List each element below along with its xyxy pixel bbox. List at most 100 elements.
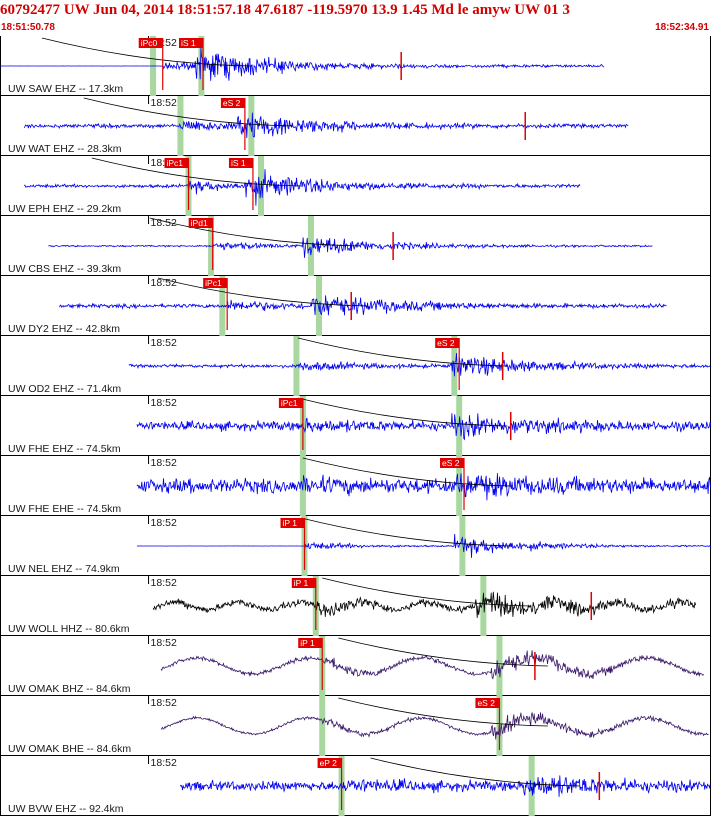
pick-label: iPd1 xyxy=(191,218,208,228)
seismogram-panel-stack: 18:52 iPc0 iS 1 UW SAW EHZ -- 17.3km 18:52 eS… xyxy=(0,36,711,816)
theoretical-arrival-band xyxy=(198,36,205,96)
station-label: UW WAT EHZ -- 28.3km xyxy=(8,143,122,155)
pick-label: iPc1 xyxy=(281,398,298,408)
trace-panel: 18:52 iP 1 UW OMAK BHZ -- 84.6km xyxy=(0,636,711,696)
pick-label: iPc0 xyxy=(141,38,158,48)
waveform-trace xyxy=(59,295,667,316)
waveform-trace xyxy=(136,413,711,441)
pick-label-box[interactable] xyxy=(440,458,465,468)
minute-tick-label: 18:52 xyxy=(151,457,177,469)
pick-label-box[interactable] xyxy=(138,38,163,48)
station-label: UW OMAK BHE -- 84.6km xyxy=(8,743,131,755)
waveform-trace xyxy=(136,473,711,501)
trace-panel: 18:52 iPc1 UW FHE EHZ -- 74.5km xyxy=(0,396,711,456)
moveout-curve xyxy=(297,337,508,367)
theoretical-arrival-band xyxy=(480,576,487,636)
trace-panel: 18:52 eS 2 UW OD2 EHZ -- 71.4km xyxy=(0,336,711,396)
pick-label-box[interactable] xyxy=(179,38,204,48)
pick-label-box[interactable] xyxy=(435,338,460,348)
pick-label: iP 1 xyxy=(283,518,298,528)
waveform-trace xyxy=(180,775,711,797)
pick-label: iS 1 xyxy=(231,158,246,168)
trace-panel: 18:52 eP 2 UW BVW EHZ -- 92.4km xyxy=(0,756,711,816)
moveout-curve xyxy=(91,157,302,187)
minute-tick-label: 18:52 xyxy=(151,757,177,769)
theoretical-arrival-band xyxy=(316,276,323,336)
theoretical-arrival-band xyxy=(459,516,466,576)
station-label: UW SAW EHZ -- 17.3km xyxy=(8,83,123,95)
moveout-curve xyxy=(157,277,368,307)
pick-label-box[interactable] xyxy=(220,98,245,108)
minute-tick-label: 18:52 xyxy=(151,337,177,349)
theoretical-arrival-band xyxy=(528,756,535,816)
pick-label-box[interactable] xyxy=(228,158,253,168)
moveout-curve xyxy=(322,577,532,607)
moveout-curve xyxy=(297,397,508,427)
pick-label: iS 1 xyxy=(181,38,196,48)
waveform-trace xyxy=(160,650,704,680)
trace-panel: 18:52 eS 2 UW WAT EHZ -- 28.3km xyxy=(0,96,711,156)
theoretical-arrival-band xyxy=(319,696,326,756)
pick-label-box[interactable] xyxy=(203,278,228,288)
station-label: UW WOLL HHZ -- 80.6km xyxy=(8,623,130,635)
station-label: UW DY2 EHZ -- 42.8km xyxy=(8,323,120,335)
moveout-curve xyxy=(338,697,548,727)
pick-label: eS 2 xyxy=(223,98,241,108)
moveout-curve xyxy=(338,637,548,667)
trace-panel: 18:52 iPc1 UW DY2 EHZ -- 42.8km xyxy=(0,276,711,336)
theoretical-arrival-band xyxy=(307,216,314,276)
station-label: UW EPH EHZ -- 29.2km xyxy=(8,203,121,215)
pick-label: eS 2 xyxy=(477,698,495,708)
waveform-trace xyxy=(23,112,629,139)
pick-label-box[interactable] xyxy=(317,758,342,768)
moveout-curve xyxy=(41,37,252,67)
waveform-trace xyxy=(48,237,653,258)
pick-label-box[interactable] xyxy=(188,218,213,228)
moveout-curve xyxy=(302,457,513,487)
station-label: UW FHE EHE -- 74.5km xyxy=(8,503,121,515)
station-label: UW CBS EHZ -- 39.3km xyxy=(8,263,121,275)
waveform-trace xyxy=(160,711,709,740)
trace-panel: 18:52 iP 1 UW NEL EHZ -- 74.9km xyxy=(0,516,711,576)
pick-label: iP 1 xyxy=(300,638,315,648)
theoretical-arrival-band xyxy=(248,96,255,156)
waveform-trace xyxy=(0,47,605,81)
station-label: UW OMAK BHZ -- 84.6km xyxy=(8,683,131,695)
pick-label-box[interactable] xyxy=(291,578,316,588)
trace-panel: 18:52 eS 2 UW OMAK BHE -- 84.6km xyxy=(0,696,711,756)
moveout-curve xyxy=(149,217,360,247)
waveform-trace xyxy=(128,353,711,377)
pick-label: eS 2 xyxy=(442,458,460,468)
moveout-curve xyxy=(301,517,511,547)
trace-panel: 18:52 eS 2 UW FHE EHE -- 74.5km xyxy=(0,456,711,516)
station-label: UW FHE EHZ -- 74.5km xyxy=(8,443,121,455)
moveout-curve xyxy=(83,97,294,127)
pick-label: eS 2 xyxy=(437,338,455,348)
station-label: UW BVW EHZ -- 92.4km xyxy=(8,803,124,815)
minute-tick-label: 18:52 xyxy=(151,517,177,529)
station-label: UW NEL EHZ -- 74.9km xyxy=(8,563,120,575)
minute-tick-label: 18:52 xyxy=(151,397,177,409)
waveform-trace xyxy=(136,533,711,558)
pick-label-box[interactable] xyxy=(278,398,303,408)
window-start-time: 18:51:50.78 xyxy=(1,22,55,33)
pick-label: iPc1 xyxy=(205,278,222,288)
minute-tick-label: 18:52 xyxy=(151,97,177,109)
pick-label: eP 2 xyxy=(320,758,338,768)
pick-label-box[interactable] xyxy=(164,158,189,168)
station-label: UW OD2 EHZ -- 71.4km xyxy=(8,383,121,395)
theoretical-arrival-band xyxy=(451,336,458,396)
pick-label: iP 1 xyxy=(294,578,309,588)
pick-label-box[interactable] xyxy=(475,698,500,708)
trace-panel: 18:52 iP 1 UW WOLL HHZ -- 80.6km xyxy=(0,576,711,636)
moveout-curve xyxy=(370,757,581,787)
pick-label-box[interactable] xyxy=(298,638,323,648)
pick-label-box[interactable] xyxy=(280,518,305,528)
pick-label: iPc1 xyxy=(167,158,184,168)
minute-tick-label: 18:52 xyxy=(151,277,177,289)
minute-tick-label: 18:52 xyxy=(151,637,177,649)
theoretical-arrival-band xyxy=(219,276,226,336)
